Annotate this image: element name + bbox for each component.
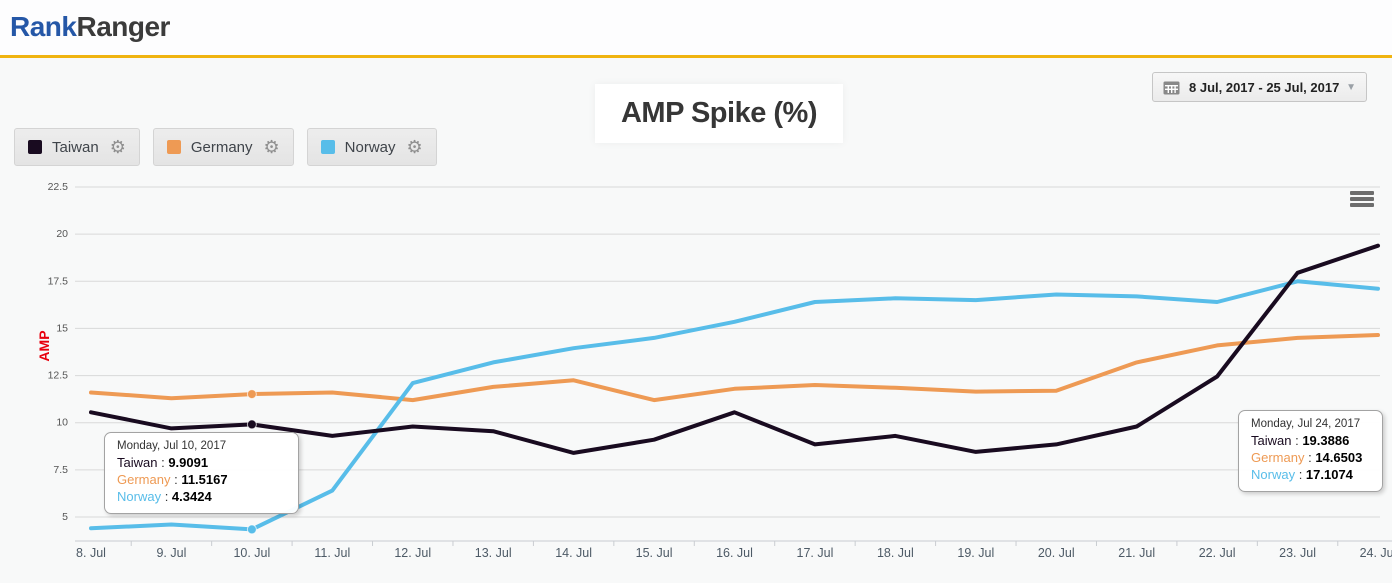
series-legend: Taiwan ⚙ Germany ⚙ Norway ⚙ xyxy=(14,128,437,166)
logo-ranger-text: Ranger xyxy=(76,11,170,42)
svg-text:12.5: 12.5 xyxy=(48,370,69,382)
series-line-norway[interactable] xyxy=(89,279,1380,532)
chart-context-menu-icon[interactable] xyxy=(1350,188,1376,210)
legend-label-germany: Germany xyxy=(190,138,253,156)
svg-text:13. Jul: 13. Jul xyxy=(475,546,512,560)
gear-icon[interactable]: ⚙ xyxy=(406,137,423,157)
logo-rank-text: Rank xyxy=(10,11,77,42)
svg-text:15. Jul: 15. Jul xyxy=(636,546,673,560)
svg-text:20. Jul: 20. Jul xyxy=(1038,546,1075,560)
tooltip-row-germany: Germany : 14.6503 xyxy=(1251,450,1363,465)
svg-text:12. Jul: 12. Jul xyxy=(394,546,431,560)
chart-title: AMP Spike (%) xyxy=(620,97,818,129)
rankranger-logo[interactable]: RankRanger xyxy=(10,11,170,43)
calendar-icon xyxy=(1163,81,1180,94)
chart-title-box: AMP Spike (%) xyxy=(595,84,843,143)
series-line-taiwan[interactable] xyxy=(89,243,1380,455)
tooltip-date: Monday, Jul 10, 2017 xyxy=(117,440,227,452)
tooltip-row-taiwan: Taiwan : 19.3886 xyxy=(1251,433,1350,448)
y-axis-title: AMP xyxy=(36,330,52,362)
taiwan-color-swatch xyxy=(28,140,42,154)
tooltip-date: Monday, Jul 24, 2017 xyxy=(1251,418,1361,430)
marker-germany[interactable] xyxy=(246,389,257,400)
marker-taiwan[interactable] xyxy=(246,419,257,430)
germany-color-swatch xyxy=(166,140,181,154)
tooltip-row-germany: Germany : 11.5167 xyxy=(117,472,228,487)
legend-label-taiwan: Taiwan xyxy=(52,138,99,156)
svg-text:10. Jul: 10. Jul xyxy=(233,546,270,560)
svg-text:18. Jul: 18. Jul xyxy=(877,546,914,560)
svg-text:19. Jul: 19. Jul xyxy=(957,546,994,560)
svg-text:21. Jul: 21. Jul xyxy=(1118,546,1155,560)
tooltip-row-norway: Norway : 17.1074 xyxy=(1251,467,1353,482)
svg-text:11. Jul: 11. Jul xyxy=(314,546,350,560)
marker-norway[interactable] xyxy=(246,524,257,535)
svg-text:17.5: 17.5 xyxy=(48,275,69,287)
date-range-value: 8 Jul, 2017 - 25 Jul, 2017 xyxy=(1189,79,1340,95)
tooltip-jul-24: Monday, Jul 24, 2017 Taiwan : 19.3886 Ge… xyxy=(1238,410,1383,492)
date-range-picker[interactable]: 8 Jul, 2017 - 25 Jul, 2017 ▼ xyxy=(1152,72,1367,102)
svg-text:8. Jul: 8. Jul xyxy=(76,546,106,560)
legend-button-norway[interactable]: Norway ⚙ xyxy=(306,128,437,166)
svg-text:17. Jul: 17. Jul xyxy=(797,546,834,560)
dropdown-caret-icon: ▼ xyxy=(1346,81,1356,93)
legend-button-taiwan[interactable]: Taiwan ⚙ xyxy=(14,128,140,166)
svg-text:7.5: 7.5 xyxy=(53,464,68,476)
svg-text:16. Jul: 16. Jul xyxy=(716,546,753,560)
tooltip-row-norway: Norway : 4.3424 xyxy=(117,489,212,504)
svg-text:23. Jul: 23. Jul xyxy=(1279,546,1316,560)
legend-button-germany[interactable]: Germany ⚙ xyxy=(152,128,294,166)
svg-text:15: 15 xyxy=(56,322,68,334)
svg-text:24. Jul: 24. Jul xyxy=(1360,546,1392,560)
gear-icon[interactable]: ⚙ xyxy=(263,137,280,157)
tooltip-row-taiwan: Taiwan : 9.9091 xyxy=(117,455,209,470)
svg-text:20: 20 xyxy=(56,228,68,240)
svg-text:9. Jul: 9. Jul xyxy=(156,546,186,560)
svg-text:10: 10 xyxy=(56,417,68,429)
yellow-divider xyxy=(0,55,1392,58)
tooltip-jul-10: Monday, Jul 10, 2017 Taiwan : 9.9091 Ger… xyxy=(104,432,299,514)
svg-text:22.5: 22.5 xyxy=(48,181,69,193)
legend-label-norway: Norway xyxy=(344,138,396,156)
series-line-germany[interactable] xyxy=(89,333,1380,403)
svg-text:22. Jul: 22. Jul xyxy=(1199,546,1236,560)
svg-text:5: 5 xyxy=(62,511,68,523)
gear-icon[interactable]: ⚙ xyxy=(109,137,126,157)
svg-text:14. Jul: 14. Jul xyxy=(555,546,592,560)
norway-color-swatch xyxy=(320,140,335,154)
top-header: RankRanger xyxy=(0,0,1392,55)
